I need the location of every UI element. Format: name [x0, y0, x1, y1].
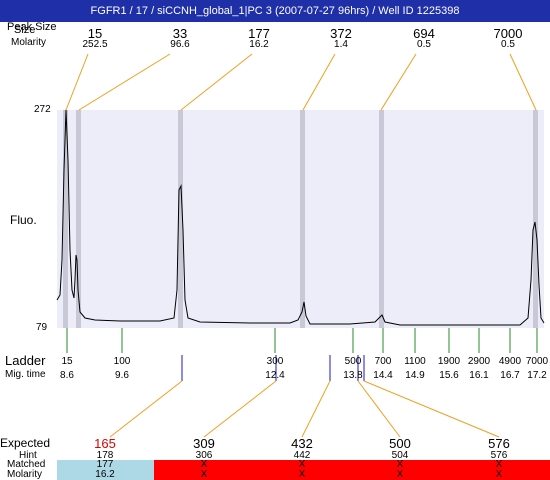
peak-size-value: 7000 [493, 26, 523, 41]
ladder-label: Ladder [5, 353, 46, 368]
ladder-time: 15.6 [439, 370, 459, 381]
expected-value: 309 [193, 436, 215, 451]
peak-band [76, 110, 81, 328]
expected-leader [301, 380, 331, 438]
molarity-label: Molarity [11, 37, 47, 48]
peak-band [533, 110, 538, 328]
peak-molarity-value: 96.6 [170, 39, 190, 50]
peak-molarity-value: 0.5 [501, 39, 515, 50]
peak-leader [180, 53, 253, 111]
mig-time-label: Mig. time [5, 369, 46, 380]
peak-band [300, 110, 305, 328]
peak-size-value: 694 [413, 26, 435, 41]
molarity-value: X [200, 469, 208, 480]
ladder-time: 14.9 [405, 370, 425, 381]
y-axis-min: 79 [36, 322, 48, 333]
expected-value: 576 [488, 436, 510, 451]
peak-band [63, 110, 68, 328]
hint-value: 504 [391, 450, 409, 461]
matched-value: X [396, 459, 404, 470]
expected-value: 165 [94, 436, 116, 451]
expected-value: 432 [291, 436, 313, 451]
ladder-size: 100 [113, 356, 131, 367]
peak-molarity-value: 0.5 [417, 39, 431, 50]
ladder-size: 300 [266, 356, 284, 367]
peak-molarity-value: 1.4 [334, 39, 348, 50]
peak-leader [302, 53, 336, 111]
ladder-size: 1900 [437, 356, 461, 367]
molarity-value: X [396, 469, 404, 480]
matched-cell [57, 460, 154, 480]
peak-leader [509, 53, 537, 111]
expected-value: 500 [389, 436, 411, 451]
peak-molarity-value: 252.5 [82, 39, 108, 50]
peak-size-value: 177 [248, 26, 270, 41]
ladder-size: 15 [61, 356, 73, 367]
molarity-row-label: Molarity [7, 469, 43, 480]
ladder-time: 17.2 [527, 370, 547, 381]
hint-value: 442 [293, 450, 311, 461]
ladder-time: 16.1 [469, 370, 489, 381]
expected-label: Expected [0, 436, 51, 450]
hint-value: 576 [490, 450, 508, 461]
molarity-value: X [495, 469, 503, 480]
y-axis-label: Fluo. [10, 213, 37, 227]
matched-value: X [495, 459, 503, 470]
ladder-time: 16.7 [500, 370, 520, 381]
unmatched-cell [154, 460, 550, 480]
peak-size-value: 33 [172, 26, 188, 41]
peak-leader [65, 53, 89, 111]
ladder-size: 500 [344, 356, 362, 367]
matched-label: Matched [7, 459, 46, 470]
peak-leader [78, 53, 171, 111]
size-label-overlap: Size [14, 24, 36, 36]
ladder-size: 700 [374, 356, 392, 367]
ladder-time: 13.8 [343, 370, 363, 381]
molarity-value: X [298, 469, 306, 480]
hint-value: 178 [96, 450, 114, 461]
expected-leader [203, 380, 277, 438]
ladder-time: 12.4 [265, 370, 285, 381]
matched-value: 177 [96, 459, 114, 470]
y-axis-max: 272 [34, 104, 51, 115]
ladder-size: 1100 [404, 356, 426, 367]
peak-leader [380, 53, 417, 111]
ladder-size: 4900 [498, 356, 522, 367]
expected-leader [357, 380, 401, 438]
matched-value: X [200, 459, 208, 470]
peak-size-value: 15 [87, 26, 103, 41]
peak-size-label: Peak Size [7, 21, 57, 33]
ladder-size: 2900 [467, 356, 491, 367]
fluorescence-trace [56, 109, 545, 326]
peak-band [379, 110, 384, 328]
ladder-size: 7000 [525, 356, 549, 367]
expected-leader [363, 380, 500, 438]
ladder-time: 9.6 [115, 370, 129, 381]
peak-band [178, 110, 183, 328]
matched-value: X [298, 459, 306, 470]
ladder-time: 14.4 [373, 370, 393, 381]
peak-molarity-value: 16.2 [249, 39, 269, 50]
ladder-time: 8.6 [60, 370, 74, 381]
peak-size-value: 372 [330, 26, 352, 41]
expected-leader [109, 380, 183, 438]
molarity-value: 16.2 [95, 469, 115, 480]
window-title: FGFR1 / 17 / siCCNH_global_1|PC 3 (2007-… [0, 0, 550, 22]
hint-label: Hint [19, 450, 37, 461]
hint-value: 306 [195, 450, 213, 461]
